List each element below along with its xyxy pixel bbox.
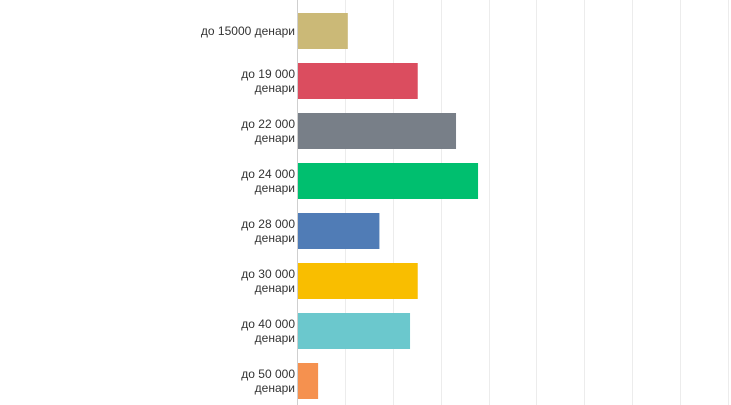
category-labels: до 15000 денари до 19 000 денари до 22 000 д… (201, 24, 295, 395)
bar (298, 213, 380, 249)
category-label: до 22 000 денари (241, 117, 295, 145)
category-label: до 28 000 денари (241, 217, 295, 245)
category-label: до 40 000 денари (241, 317, 295, 345)
bar (298, 163, 479, 199)
category-label: до 24 000 денари (241, 167, 295, 195)
bar (298, 13, 348, 49)
category-label: до 50 000 денари (241, 367, 295, 395)
bar (298, 313, 411, 349)
bar (298, 113, 457, 149)
bars (298, 13, 479, 399)
bar (298, 63, 418, 99)
category-label: до 30 000 денари (241, 267, 295, 295)
bar (298, 263, 418, 299)
bar (298, 363, 319, 399)
category-label: до 15000 денари (201, 24, 295, 38)
category-label: до 19 000 денари (241, 67, 295, 95)
